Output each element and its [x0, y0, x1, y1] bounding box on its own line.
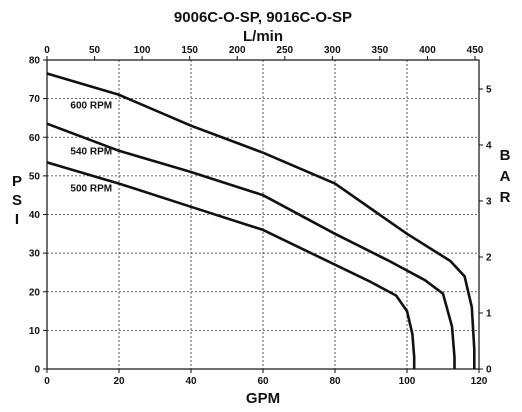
top-tick-label: 450	[467, 45, 484, 56]
top-tick-label: 200	[229, 45, 246, 56]
y-tick-label: 10	[29, 326, 41, 337]
x-tick-label: 80	[329, 376, 341, 387]
x-tick-label: 0	[44, 376, 50, 387]
right-axis-label-letter: B	[500, 147, 511, 164]
series-label: 540 RPM	[70, 147, 112, 158]
y-axis-label-letter: S	[12, 192, 22, 209]
y-axis-label: PSI	[12, 173, 22, 228]
top-tick-label: 250	[276, 45, 293, 56]
top-tick-label: 150	[181, 45, 198, 56]
right-axis-label-letter: R	[500, 189, 511, 206]
y-tick-label: 20	[29, 287, 41, 298]
y-tick-label: 50	[29, 171, 41, 182]
y-tick-label: 30	[29, 249, 41, 260]
series-line	[46, 161, 416, 369]
right-tick-label: 4	[486, 140, 492, 151]
x-tick-label: 120	[471, 376, 488, 387]
right-tick-label: 0	[486, 365, 492, 376]
chart-title: 9006C-O-SP, 9016C-O-SP	[174, 9, 352, 26]
series-labels: 600 RPM 540 RPM 500 RPM	[70, 100, 112, 194]
top-tick-label: 0	[44, 45, 50, 56]
y-tick-label: 60	[29, 133, 41, 144]
y-tick-label: 0	[34, 365, 40, 376]
right-tick-label: 2	[486, 252, 492, 263]
top-tick-label: 50	[89, 45, 101, 56]
x-tick-label: 60	[257, 376, 269, 387]
series-label: 600 RPM	[70, 100, 112, 111]
series-line	[46, 122, 456, 369]
series-line	[46, 72, 476, 369]
y-axis-label-letter: P	[12, 173, 22, 190]
right-axis-label-letter: A	[500, 168, 511, 185]
grid-lines	[47, 60, 479, 369]
top-tick-label: 300	[324, 45, 341, 56]
right-axis-label: BAR	[500, 147, 511, 206]
right-tick-label: 1	[486, 308, 492, 319]
y-tick-label: 80	[29, 56, 41, 67]
x-tick-label: 100	[399, 376, 416, 387]
x-axis-label: GPM	[246, 390, 280, 407]
right-tick-label: 3	[486, 196, 492, 207]
top-tick-label: 100	[134, 45, 151, 56]
series-label: 500 RPM	[70, 183, 112, 194]
right-tick-label: 5	[486, 84, 492, 95]
top-tick-label: 400	[419, 45, 436, 56]
top-axis-label: L/min	[243, 28, 283, 45]
x-tick-label: 20	[113, 376, 125, 387]
y-tick-label: 70	[29, 94, 41, 105]
x-tick-label: 40	[185, 376, 197, 387]
y-axis-label-letter: I	[15, 211, 19, 228]
series-curves	[46, 72, 476, 369]
y-tick-label: 40	[29, 210, 41, 221]
top-tick-label: 350	[372, 45, 389, 56]
